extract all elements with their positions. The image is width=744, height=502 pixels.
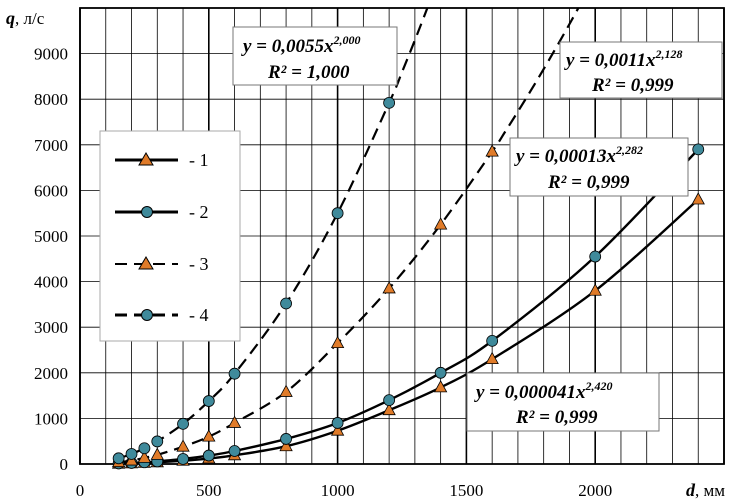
x-tick-label: 0 (76, 481, 85, 500)
annotation-box-1 (466, 372, 660, 432)
y-tick-label: 6000 (34, 181, 68, 200)
tick-labels: 0 1000 2000 3000 4000 5000 6000 7000 8000 9000 0 50… (34, 45, 612, 500)
legend-marker-2 (141, 206, 153, 218)
series-3-point (382, 281, 396, 294)
series-3-point (279, 384, 293, 397)
plot-frame (79, 7, 725, 465)
annotation-r2-2: R² = 0,999 (547, 172, 630, 193)
series-1-point (588, 283, 602, 296)
series-1-point (433, 380, 448, 393)
annotation-series-3: y = 0,0011x2,128 R² = 0,999 (559, 41, 723, 99)
y-tick-label: 9000 (34, 45, 68, 64)
series-1-point (279, 438, 293, 452)
series-3-point (137, 450, 152, 463)
series-4-point (112, 452, 125, 465)
series-3-point (150, 447, 164, 460)
series-4-point (280, 297, 292, 310)
y-tick-label: 4000 (34, 273, 68, 292)
y-tick-label: 0 (60, 455, 69, 474)
legend-label-1: - 1 (189, 150, 209, 170)
x-tick-label: 1000 (321, 481, 355, 500)
annotation-series-1: y = 0,000041x2,420 R² = 0,999 (466, 372, 660, 432)
series-3 (111, 8, 580, 468)
y-axis-label: q, л/с (6, 8, 45, 28)
annotation-box-2 (509, 137, 689, 197)
series-1-point (330, 423, 345, 436)
legend-label-4: - 4 (189, 305, 209, 325)
series-2-point (434, 366, 447, 379)
y-tick-label: 8000 (34, 90, 68, 109)
series-1-point (691, 192, 705, 205)
x-tick-label: 2000 (578, 481, 612, 500)
annotation-r2-1: R² = 0,999 (515, 407, 598, 428)
series-2-point (177, 453, 189, 465)
annotation-eq-2: y = 0,00013x2,282 (514, 143, 643, 167)
annotation-eq-1: y = 0,000041x2,420 (474, 379, 613, 403)
annotation-r2-4: R² = 1,000 (267, 62, 350, 83)
y-tick-label: 1000 (34, 409, 68, 428)
y-tick-label: 7000 (34, 136, 68, 155)
series-2-point (280, 433, 292, 445)
x-tick-label: 1500 (449, 481, 483, 500)
legend-label-3: - 3 (189, 254, 209, 274)
series-4-line (118, 8, 429, 460)
series-layer (111, 8, 705, 470)
series-2-point (589, 250, 602, 263)
legend-label-2: - 2 (189, 202, 209, 222)
series-4-point (125, 448, 138, 460)
series-3-point (485, 144, 499, 157)
series-4-point (177, 417, 189, 430)
annotation-eq-3: y = 0,0011x2,128 (564, 47, 682, 71)
series-2-point (228, 445, 241, 457)
legend: - 1 - 2 - 3 - 4 (99, 130, 241, 342)
series-2-point (202, 449, 215, 462)
x-axis-label: d, мм (686, 480, 725, 500)
series-4-point (151, 435, 164, 448)
series-3-point (433, 217, 448, 230)
legend-marker-3 (138, 256, 154, 270)
series-4 (112, 8, 429, 465)
series-2-point (692, 143, 705, 156)
annotation-eq-4: y = 0,0055x2,000 (241, 33, 361, 57)
series-4-point (331, 207, 344, 220)
annotation-box-4 (232, 26, 398, 86)
x-tick-label: 500 (196, 481, 222, 500)
series-2-point (383, 394, 396, 407)
annotation-series-4: y = 0,0055x2,000 R² = 1,000 (232, 26, 398, 86)
annotation-box-3 (559, 41, 723, 99)
series-3-line (118, 8, 580, 464)
series-4-point (383, 96, 396, 109)
annotation-series-2: y = 0,00013x2,282 R² = 0,999 (509, 137, 689, 197)
series-4-point (202, 395, 215, 407)
legend-box (99, 130, 241, 342)
series-3-point (330, 335, 345, 349)
series-3-point (202, 429, 216, 442)
series-4-point (228, 367, 241, 380)
series-1-point (485, 351, 499, 365)
annotation-r2-3: R² = 0,999 (591, 75, 674, 96)
y-tick-label: 3000 (34, 318, 68, 337)
series-1-point (382, 402, 396, 416)
series-4-point (138, 442, 151, 455)
legend-marker-1 (138, 152, 154, 166)
y-tick-label: 5000 (34, 227, 68, 246)
legend-marker-4 (141, 309, 153, 321)
series-3-point (227, 415, 242, 428)
y-tick-label: 2000 (34, 364, 68, 383)
series-2-point (331, 417, 344, 429)
series-2-point (486, 334, 499, 347)
series-3-point (176, 439, 190, 452)
